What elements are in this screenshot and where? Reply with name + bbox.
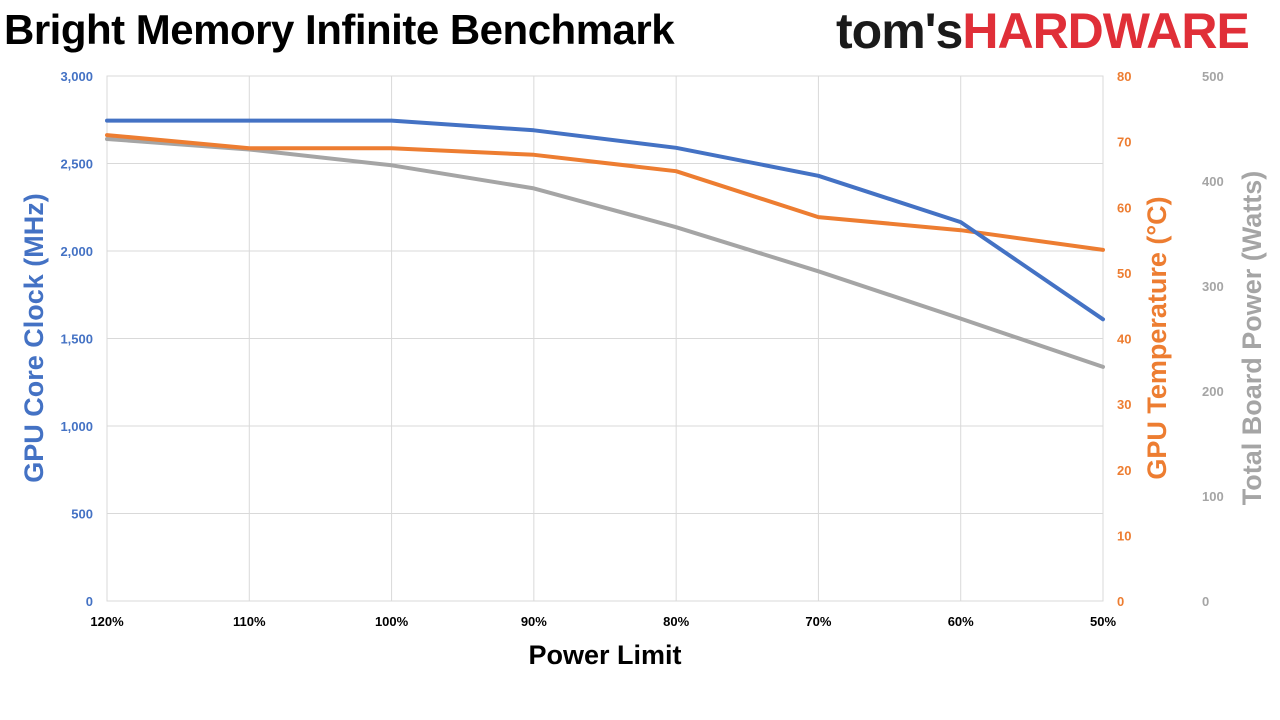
x-tick-label: 110% [233,614,266,629]
y-left-tick-labels: 0 500 1,000 1,500 2,000 2,500 3,000 [60,69,93,609]
y-left-axis-title: GPU Core Clock (MHz) [19,193,49,483]
x-tick-labels: 120% 110% 100% 90% 80% 70% 60% 50% [90,614,1116,629]
y-right-temp-axis-title: GPU Temperature (°C) [1142,196,1172,479]
y-left-tick-label: 500 [71,507,93,522]
y-right-power-tick-label: 200 [1202,384,1224,399]
y-left-tick-label: 0 [86,594,93,609]
plot-border [106,75,1104,602]
y-right-temp-tick-label: 0 [1117,594,1124,609]
brand-logo: tom'sHARDWARE [836,2,1250,60]
y-right-temp-tick-label: 30 [1117,397,1131,412]
y-right-power-tick-label: 400 [1202,174,1224,189]
y-left-tick-label: 2,000 [60,244,93,259]
x-axis-title: Power Limit [528,640,681,670]
y-right-temp-tick-labels: 0 10 20 30 40 50 60 70 80 [1117,69,1131,609]
y-right-temp-tick-label: 40 [1117,332,1131,347]
series-line-board-power [105,137,1105,369]
x-tick-label: 100% [375,614,409,629]
series-lines [105,118,1105,369]
x-tick-label: 60% [948,614,974,629]
y-left-tick-label: 1,000 [60,419,93,434]
grid-lines [106,75,1104,602]
x-tick-label: 80% [663,614,689,629]
y-right-power-tick-label: 100 [1202,489,1224,504]
y-right-power-tick-labels: 0 100 200 300 400 500 [1202,69,1224,609]
chart-title: Bright Memory Infinite Benchmark [4,6,675,53]
series-line-gpu-temperature [105,133,1105,252]
x-tick-label: 70% [805,614,831,629]
y-right-temp-tick-label: 10 [1117,528,1131,543]
y-right-power-tick-label: 500 [1202,69,1224,84]
brand-logo-hardware: HARDWARE [962,3,1249,59]
x-tick-label: 50% [1090,614,1116,629]
y-right-power-axis-title: Total Board Power (Watts) [1237,171,1267,506]
y-left-tick-label: 2,500 [60,157,93,172]
brand-logo-toms: tom's [836,3,963,59]
y-right-temp-tick-label: 80 [1117,69,1131,84]
y-right-temp-tick-label: 20 [1117,463,1131,478]
y-right-power-tick-label: 300 [1202,279,1224,294]
x-tick-label: 90% [521,614,547,629]
y-right-temp-tick-label: 60 [1117,200,1131,215]
series-line-core-clock [105,118,1105,322]
y-right-temp-tick-label: 70 [1117,135,1131,150]
y-left-tick-label: 3,000 [60,69,93,84]
y-right-temp-tick-label: 50 [1117,266,1131,281]
y-right-power-tick-label: 0 [1202,594,1209,609]
y-left-tick-label: 1,500 [60,332,93,347]
x-tick-label: 120% [90,614,124,629]
